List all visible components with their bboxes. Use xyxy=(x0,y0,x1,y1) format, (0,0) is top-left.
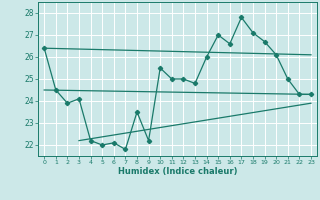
X-axis label: Humidex (Indice chaleur): Humidex (Indice chaleur) xyxy=(118,167,237,176)
